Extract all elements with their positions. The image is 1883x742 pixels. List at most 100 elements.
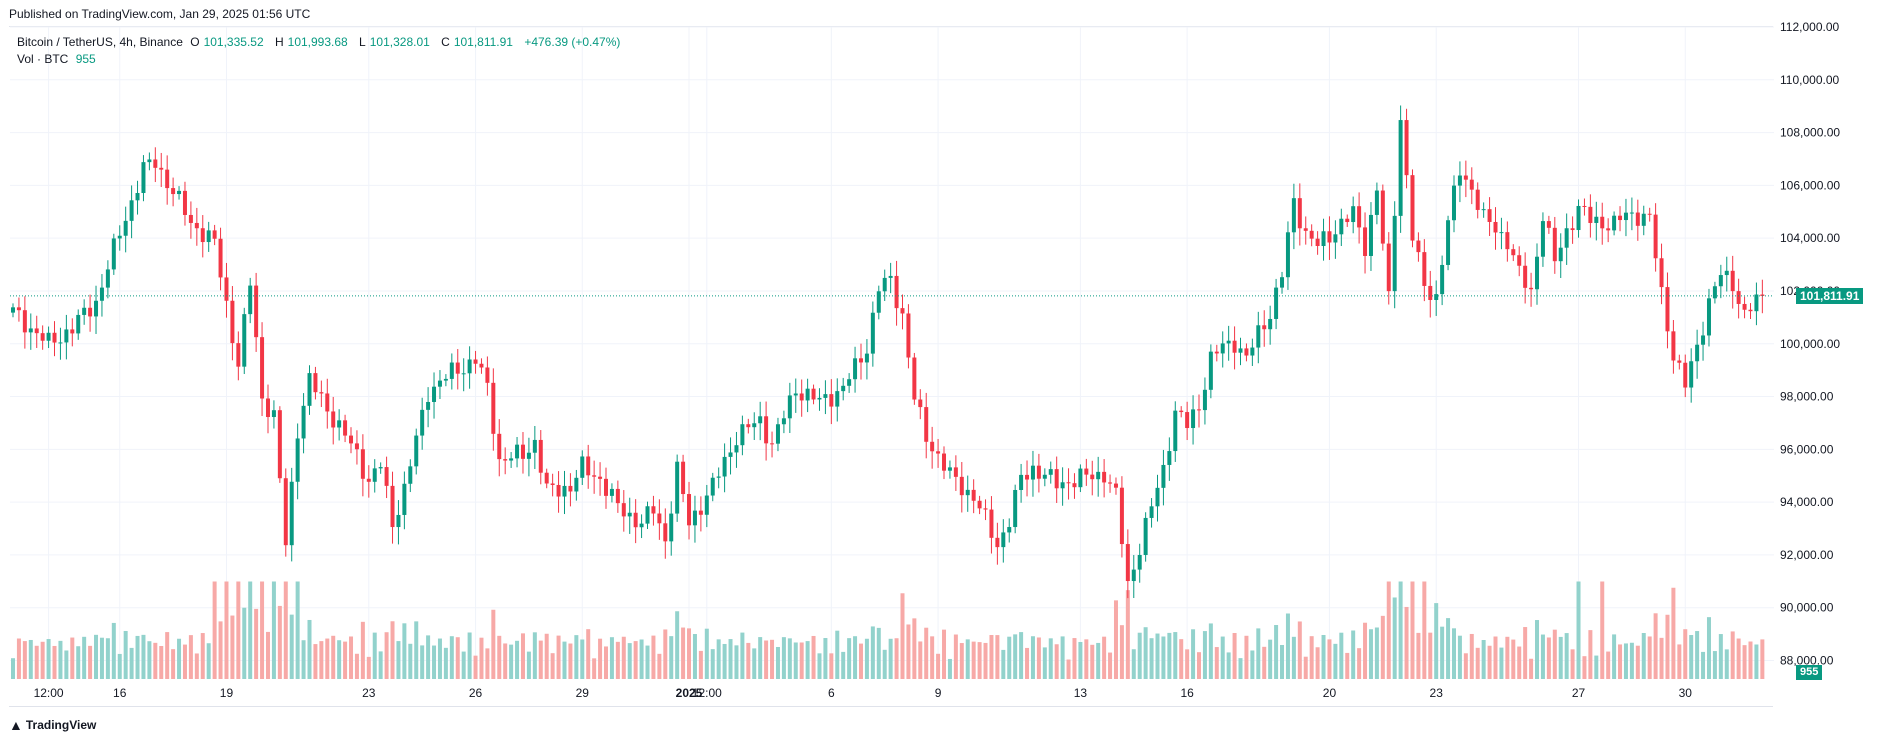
volume-bar xyxy=(384,632,389,679)
candle-body xyxy=(414,435,419,467)
candle-body xyxy=(224,277,229,301)
brand[interactable]: ▲ TradingView xyxy=(9,717,96,733)
volume-bar xyxy=(52,645,57,679)
candle-body xyxy=(669,513,674,542)
volume-bar xyxy=(420,645,425,679)
candle-body xyxy=(847,379,852,386)
candle-body xyxy=(965,489,970,496)
volume-bar xyxy=(1582,656,1587,679)
price-tick-label: 100,000.00 xyxy=(1780,337,1840,351)
volume-bar xyxy=(1641,633,1646,679)
volume-bar xyxy=(1701,651,1706,679)
candle-body xyxy=(959,476,964,496)
volume-bar xyxy=(271,581,276,679)
volume-bar xyxy=(900,593,905,679)
volume-bar xyxy=(805,641,810,679)
volume-bar xyxy=(609,637,614,679)
candle-body xyxy=(1303,228,1308,231)
candle-body xyxy=(728,452,733,457)
candle-body xyxy=(437,380,442,387)
volume-bar xyxy=(1724,649,1729,679)
volume-bar xyxy=(260,581,265,679)
volume-bar xyxy=(906,624,911,679)
volume-bar xyxy=(983,642,988,679)
volume-bar xyxy=(1428,632,1433,679)
volume-bar xyxy=(11,658,15,679)
candle-body xyxy=(752,423,757,428)
candle-body xyxy=(989,509,994,538)
volume-bar xyxy=(1179,639,1184,679)
candle-body xyxy=(716,476,721,478)
volume-bar xyxy=(562,641,567,679)
candle-body xyxy=(301,405,306,439)
candle-body xyxy=(710,477,715,496)
volume-bar xyxy=(58,640,63,679)
candle-body xyxy=(1309,230,1314,239)
volume-bar xyxy=(408,643,413,679)
candle-body xyxy=(1357,206,1362,228)
time-tick-label: 16 xyxy=(1180,686,1194,700)
candle-body xyxy=(1386,243,1391,292)
volume-bar xyxy=(194,653,199,679)
candle-body xyxy=(22,310,27,333)
price-tick-label: 94,000.00 xyxy=(1780,495,1834,509)
candle-body xyxy=(1529,287,1534,290)
candle-body xyxy=(1540,221,1545,257)
volume-bar xyxy=(1659,637,1664,679)
last-price-tag: 101,811.91 xyxy=(1796,288,1864,304)
candle-body xyxy=(645,506,650,524)
candle-body xyxy=(1048,469,1053,475)
candle-body xyxy=(681,461,686,495)
candle-body xyxy=(882,277,887,292)
volume-bar xyxy=(224,581,229,679)
volume-bar xyxy=(604,646,608,679)
volume-bar xyxy=(728,639,733,679)
volume-bar xyxy=(1588,630,1593,679)
volume-bar xyxy=(544,633,549,679)
volume-bar xyxy=(277,605,282,679)
volume-bar xyxy=(360,621,365,679)
candle-body xyxy=(200,228,205,243)
candle-body xyxy=(1724,270,1729,276)
volume-bar xyxy=(1493,636,1498,679)
volume-bar xyxy=(568,643,573,679)
volume-bar xyxy=(1386,581,1391,679)
volume-bar xyxy=(1606,651,1611,679)
volume-bar xyxy=(337,640,342,679)
volume-bar xyxy=(758,637,763,679)
legend-symbol[interactable]: Bitcoin / TetherUS, 4h, Binance xyxy=(17,35,183,49)
candle-body xyxy=(538,439,543,473)
candle-body xyxy=(651,506,656,514)
candle-body xyxy=(473,359,478,364)
legend-open-label: O xyxy=(190,35,200,49)
candle-body xyxy=(1291,198,1296,233)
volume-bar xyxy=(1535,620,1540,679)
volume-bar xyxy=(1469,633,1474,679)
volume-bar xyxy=(1303,656,1308,679)
volume-bar xyxy=(681,627,686,679)
volume-bar xyxy=(710,649,715,679)
candle-body xyxy=(70,329,75,334)
volume-bar xyxy=(1612,634,1617,679)
candle-body xyxy=(627,512,632,517)
volume-bar xyxy=(354,653,359,679)
tradingview-logo-icon: ▲ xyxy=(9,717,23,733)
candle-body xyxy=(1410,175,1415,241)
volume-bar xyxy=(1161,636,1166,679)
volume-bar xyxy=(841,651,846,679)
volume-bar xyxy=(1125,590,1130,679)
volume-bar xyxy=(1499,647,1504,679)
volume-bar xyxy=(1250,650,1255,679)
candle-body xyxy=(1327,231,1332,243)
volume-bar xyxy=(1013,634,1018,679)
candle-body xyxy=(1285,232,1290,278)
volume-bar xyxy=(1143,627,1148,679)
candle-body xyxy=(1546,221,1551,228)
legend-volume-label[interactable]: Vol · BTC xyxy=(17,52,69,66)
price-tick-label: 108,000.00 xyxy=(1780,126,1840,140)
volume-bar xyxy=(1197,652,1201,679)
candle-body xyxy=(817,397,822,400)
volume-bar xyxy=(1066,659,1071,679)
volume-bar xyxy=(633,641,638,679)
